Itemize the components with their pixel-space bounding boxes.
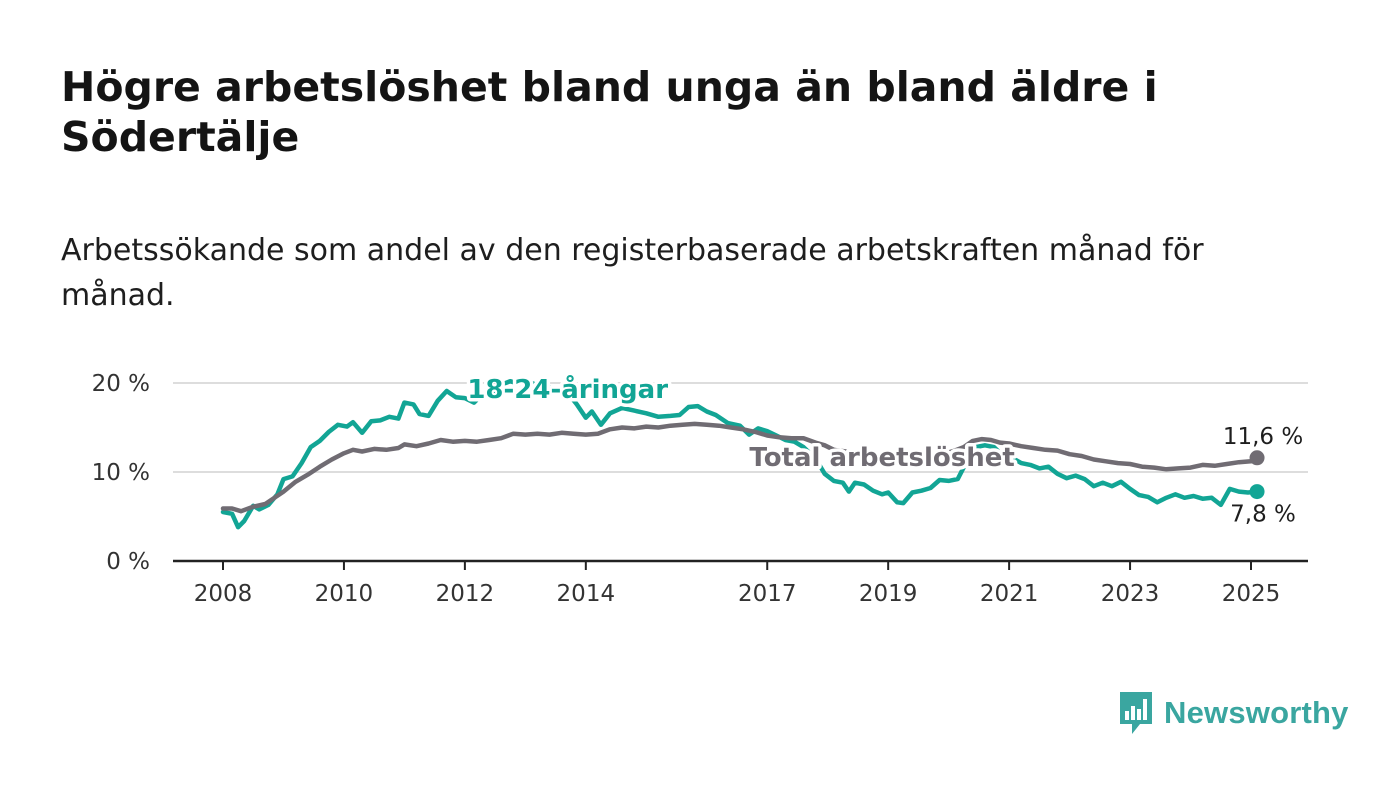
series-line-1 [220,421,1260,514]
series-end-dot [1249,484,1265,500]
newsworthy-logo[interactable]: Newsworthy [1118,690,1349,736]
x-tick-label: 2014 [557,581,616,607]
series-end-label: 7,8 % [1230,502,1296,528]
y-tick-label: 10 % [92,460,150,486]
x-tick-label: 2012 [436,581,495,607]
series-end-label: 11,6 % [1223,424,1303,450]
series-lines [220,378,1265,530]
series-labels: 7,8 %11,6 %18-24-åringar18-24-åringarTot… [464,370,1303,528]
series-name-halo: 18-24-åringar [467,373,668,405]
series-line-0 [220,378,1260,530]
chart-subtitle: Arbetssökande som andel av den registerb… [61,233,1204,313]
series-name-halo: Total arbetslöshet [749,443,1014,473]
newsworthy-bar-chart-icon [1120,692,1152,734]
x-tick-label: 2017 [738,581,797,607]
x-tick-label: 2021 [980,581,1039,607]
x-tick-label: 2010 [315,581,374,607]
x-tick-label: 2019 [859,581,918,607]
series-name-label: Total arbetslöshet [749,443,1014,473]
axes: 2008 2010 2012 2014 2017 2019 2021 2023 2025 [173,559,1308,607]
y-tick-label: 0 % [106,549,150,575]
logo-text: Newsworthy [1164,695,1349,730]
series-end-dot [1249,450,1265,466]
gridlines: 0 % 10 % 20 % [92,371,1308,575]
chart-title: Högre arbetslöshet bland unga än bland ä… [61,63,1158,161]
x-tick-label: 2023 [1101,581,1160,607]
series-name-label: 18-24-åringar [467,373,668,405]
y-tick-label: 20 % [92,371,150,397]
x-tick-label: 2025 [1222,581,1281,607]
x-tick-label: 2008 [194,581,253,607]
